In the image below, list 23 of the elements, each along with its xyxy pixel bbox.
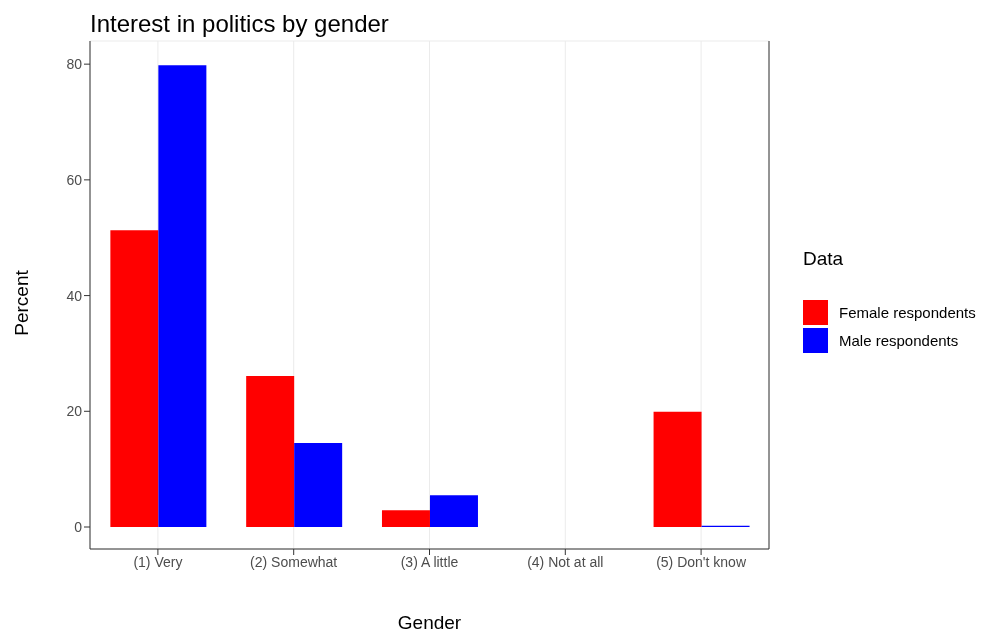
bar bbox=[653, 411, 702, 528]
x-tick-label: (3) A little bbox=[400, 553, 459, 570]
y-tick-label: 60 bbox=[66, 171, 83, 188]
x-tick-label: (5) Don't know bbox=[656, 553, 747, 570]
legend-title: Data bbox=[803, 248, 845, 270]
x-axis-title: Gender bbox=[396, 612, 463, 631]
bar bbox=[158, 65, 207, 528]
legend-label: Female respondents bbox=[839, 303, 976, 321]
x-tick-label: (2) Somewhat bbox=[250, 553, 338, 570]
y-axis-title: Percent bbox=[11, 270, 33, 336]
legend-label: Male respondents bbox=[839, 331, 959, 349]
bar bbox=[110, 230, 159, 528]
bar bbox=[429, 495, 478, 528]
bar bbox=[246, 376, 295, 528]
y-tick-label: 0 bbox=[74, 518, 83, 535]
x-tick-label: (4) Not at all bbox=[527, 553, 604, 570]
y-tick-label: 20 bbox=[66, 403, 83, 420]
x-tick-label: (1) Very bbox=[133, 553, 183, 570]
bar bbox=[294, 443, 343, 528]
y-tick-label: 80 bbox=[66, 56, 83, 73]
chart-title: Interest in politics by gender bbox=[90, 10, 389, 38]
bar bbox=[381, 510, 430, 528]
y-tick-label: 40 bbox=[66, 287, 83, 304]
